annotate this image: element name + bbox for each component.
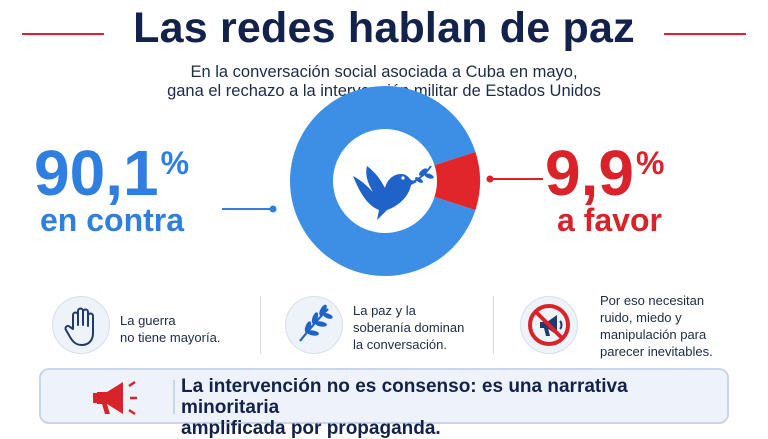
card-war: La guerra no tiene mayoría. (52, 292, 252, 358)
conclusion-banner: La intervención no es consenso: es una n… (39, 368, 729, 439)
olive-branch-icon (285, 296, 343, 354)
card-divider-2 (493, 296, 494, 354)
against-value: 90,1% (34, 137, 190, 209)
favor-label: a favor (557, 202, 662, 238)
banner-line-1: La intervención no es consenso: es una n… (181, 376, 628, 418)
card-noise-line-4: parecer inevitables. (600, 344, 713, 359)
donut-hole (333, 129, 437, 233)
card-noise-line-3: manipulación para (600, 327, 707, 342)
card-peace-text: La paz y la soberanía dominan la convers… (353, 302, 464, 353)
against-label: en contra (40, 202, 185, 238)
megaphone-icon (89, 378, 153, 423)
card-war-line-2: no tiene mayoría. (120, 330, 221, 345)
card-peace: La paz y la soberanía dominan la convers… (285, 292, 485, 358)
title-rule-right (664, 33, 746, 35)
banner-line-2: amplificada por propaganda. (181, 418, 441, 439)
card-noise-line-2: ruido, miedo y (600, 310, 682, 325)
raised-hand-icon (52, 296, 110, 354)
subtitle-line-1: En la conversación social asociada a Cub… (190, 63, 578, 81)
card-divider-1 (260, 296, 261, 354)
card-noise: Por eso necesitan ruido, miedo y manipul… (520, 292, 740, 360)
against-percent-sign: % (160, 145, 190, 181)
card-noise-text: Por eso necesitan ruido, miedo y manipul… (600, 292, 713, 360)
card-peace-line-3: la conversación. (353, 337, 447, 352)
dove-with-olive-branch-icon (353, 165, 434, 220)
no-megaphone-icon (520, 296, 578, 354)
card-peace-line-1: La paz y la (353, 303, 416, 318)
connector-dot-left (269, 205, 277, 213)
connector-dot-right (486, 175, 494, 183)
favor-percent-sign: % (635, 145, 665, 181)
card-war-text: La guerra no tiene mayoría. (120, 312, 220, 346)
card-noise-line-1: Por eso necesitan (600, 293, 705, 308)
banner-text: La intervención no es consenso: es una n… (181, 376, 727, 439)
favor-value: 9,9% (545, 137, 665, 209)
card-peace-line-2: soberanía dominan (353, 320, 465, 335)
title-rule-left (22, 33, 104, 35)
card-war-line-1: La guerra (120, 313, 176, 328)
banner-divider (173, 380, 175, 414)
page-title: Las redes hablan de paz (133, 4, 635, 52)
